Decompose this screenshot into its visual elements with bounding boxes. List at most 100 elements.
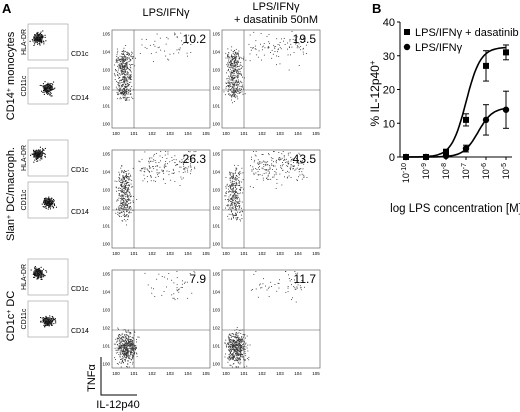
scatter-event (124, 57, 126, 58)
scatter-event (124, 184, 125, 186)
scatter-event (228, 196, 230, 198)
scatter-event (233, 356, 235, 358)
scatter-event (121, 61, 123, 63)
scatter-event (126, 185, 128, 186)
gate-event (42, 206, 44, 208)
scatter-event (128, 189, 130, 190)
scatter-event (121, 178, 123, 180)
scatter-event (229, 357, 231, 359)
gate-event (35, 158, 37, 160)
scatter-event (235, 341, 237, 342)
scatter-event (223, 91, 225, 93)
scatter-event (227, 342, 228, 344)
gate-x-label: CD14 (71, 328, 89, 335)
scatter-event (120, 71, 122, 72)
scatter-event (174, 162, 176, 163)
scatter-event (120, 59, 121, 61)
scatter-event (123, 68, 125, 70)
scatter-event (266, 36, 268, 37)
scatter-event (237, 90, 238, 91)
scatter-event (229, 174, 231, 175)
scatter-event (121, 171, 122, 173)
gate-event (42, 152, 44, 154)
scatter-event (116, 80, 117, 82)
scatter-event (123, 81, 125, 82)
y-tick-label: 100 (102, 242, 110, 247)
scatter-event (242, 346, 244, 348)
scatter-event (240, 341, 242, 342)
scatter-event (286, 177, 288, 179)
scatter-event (123, 177, 125, 178)
scatter-event (125, 78, 126, 80)
scatter-event (299, 285, 301, 287)
scatter-event (239, 344, 241, 345)
scatter-event (125, 348, 127, 350)
scatter-event (181, 283, 183, 285)
scatter-event (127, 330, 129, 332)
scatter-event (131, 186, 132, 188)
scatter-event (236, 96, 238, 98)
scatter-event (120, 198, 122, 199)
gate-event (39, 276, 41, 278)
scatter-event (124, 87, 126, 89)
scatter-event (228, 88, 230, 90)
data-point-circle (422, 153, 430, 161)
scatter-event (122, 78, 124, 80)
scatter-event (227, 80, 229, 82)
scatter-event (125, 346, 127, 348)
scatter-event (156, 278, 158, 280)
scatter-event (267, 46, 269, 48)
scatter-event (291, 46, 293, 48)
scatter-event (125, 86, 127, 87)
scatter-event (284, 158, 285, 160)
scatter-event (238, 75, 239, 77)
scatter-event (235, 366, 237, 368)
scatter-event (232, 94, 234, 96)
scatter-event (127, 84, 129, 86)
scatter-event (298, 169, 300, 170)
scatter-event (124, 189, 126, 190)
scatter-event (234, 85, 236, 87)
scatter-event (129, 75, 131, 77)
scatter-event (127, 96, 129, 98)
gate-event (37, 43, 39, 45)
x-tick-label: 103 (276, 371, 284, 376)
gate-event (49, 94, 51, 96)
scatter-event (126, 182, 127, 184)
quadrant-percentage: 19.5 (293, 32, 317, 46)
scatter-event (157, 47, 159, 49)
scatter-event (182, 172, 184, 173)
scatter-event (124, 214, 125, 216)
scatter-event (118, 58, 120, 60)
scatter-event (157, 176, 159, 177)
scatter-event (255, 40, 257, 42)
scatter-event (180, 166, 182, 168)
scatter-event (126, 342, 128, 344)
scatter-event (294, 40, 296, 42)
scatter-event (247, 350, 249, 352)
scatter-event (234, 360, 236, 362)
scatter-event (257, 171, 259, 173)
scatter-event (125, 175, 127, 176)
scatter-event (122, 59, 123, 61)
scatter-event (232, 80, 234, 82)
scatter-event (238, 346, 239, 348)
scatter-event (239, 71, 241, 73)
scatter-event (174, 181, 176, 182)
scatter-event (228, 82, 230, 84)
scatter-event (120, 65, 121, 67)
scatter-event (268, 46, 270, 48)
scatter-event (146, 168, 148, 170)
gate-event (51, 83, 53, 85)
gate-event (42, 276, 44, 278)
scatter-event (234, 360, 235, 362)
scatter-event (224, 195, 226, 197)
scatter-event (244, 343, 246, 345)
gate-event (42, 91, 44, 93)
scatter-event (125, 331, 127, 333)
gate-event (44, 325, 46, 327)
scatter-event (191, 169, 192, 171)
x-tick-label: 102 (148, 131, 156, 136)
scatter-event (230, 75, 232, 77)
